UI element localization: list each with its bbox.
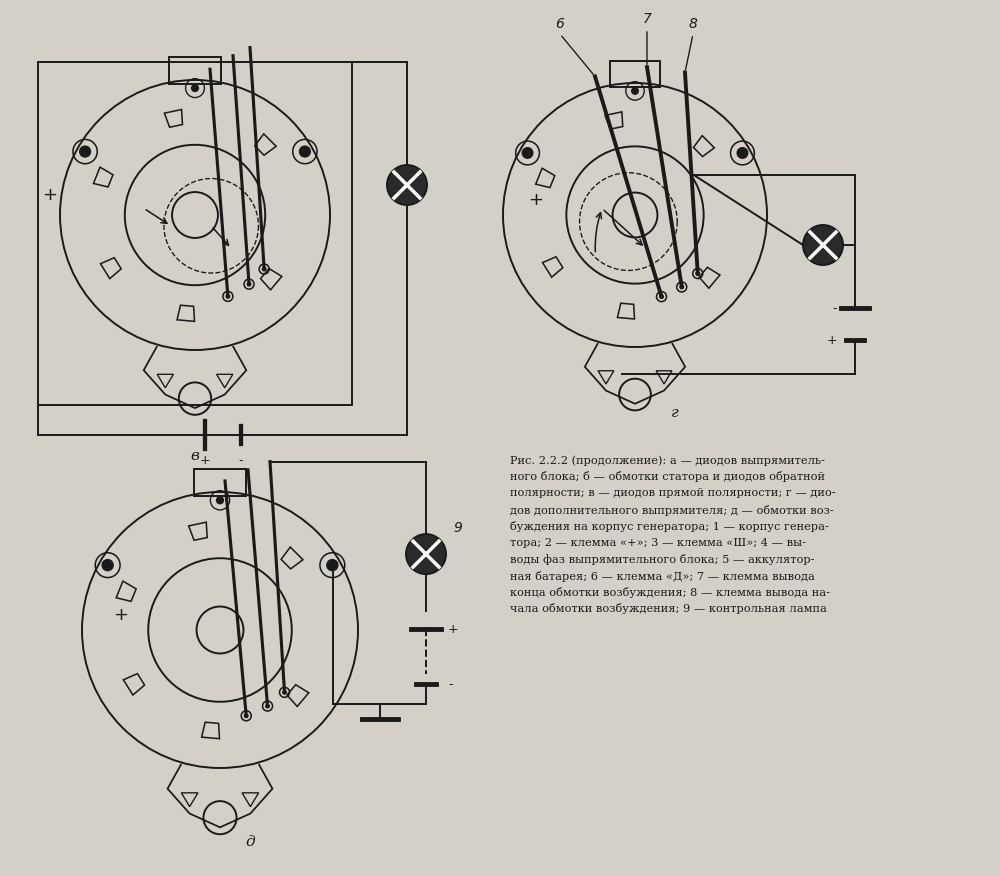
Text: +: +	[528, 191, 544, 209]
Circle shape	[660, 295, 663, 299]
Circle shape	[217, 497, 223, 504]
Circle shape	[327, 560, 338, 570]
Text: 8: 8	[689, 17, 697, 31]
Text: воды фаз выпрямительного блока; 5 — аккулятор-: воды фаз выпрямительного блока; 5 — акку…	[510, 554, 814, 565]
Text: 7: 7	[643, 12, 651, 26]
Text: дов дополнительного выпрямителя; д — обмотки воз-: дов дополнительного выпрямителя; д — обм…	[510, 505, 834, 515]
Text: в: в	[191, 449, 199, 463]
Text: -: -	[448, 678, 452, 690]
Circle shape	[632, 88, 638, 95]
Circle shape	[406, 534, 446, 574]
Text: д: д	[245, 835, 255, 849]
Circle shape	[299, 146, 310, 157]
Circle shape	[387, 165, 427, 205]
Text: ного блока; б — обмотки статора и диодов обратной: ного блока; б — обмотки статора и диодов…	[510, 471, 825, 483]
Circle shape	[522, 148, 533, 159]
Text: +: +	[826, 334, 837, 347]
Circle shape	[737, 148, 748, 159]
Text: ная батарея; 6 — клемма «Д»; 7 — клемма вывода: ная батарея; 6 — клемма «Д»; 7 — клемма …	[510, 570, 815, 582]
Text: -: -	[238, 454, 243, 467]
Text: Рис. 2.2.2 (продолжение): а — диодов выпрямитель-: Рис. 2.2.2 (продолжение): а — диодов вып…	[510, 455, 825, 465]
Text: полярности; в — диодов прямой полярности; г — дио-: полярности; в — диодов прямой полярности…	[510, 488, 836, 498]
Text: +: +	[42, 186, 58, 204]
Circle shape	[283, 690, 286, 694]
Text: буждения на корпус генератора; 1 — корпус генера-: буждения на корпус генератора; 1 — корпу…	[510, 521, 829, 532]
Text: г: г	[671, 406, 679, 420]
Circle shape	[680, 286, 683, 289]
Text: +: +	[113, 606, 128, 624]
Text: 9: 9	[454, 521, 462, 535]
Text: 6: 6	[556, 17, 564, 31]
Circle shape	[80, 146, 91, 157]
Text: конца обмотки возбуждения; 8 — клемма вывода на-: конца обмотки возбуждения; 8 — клемма вы…	[510, 587, 830, 598]
Circle shape	[803, 225, 843, 265]
Circle shape	[696, 272, 700, 275]
Text: чала обмотки возбуждения; 9 — контрольная лампа: чала обмотки возбуждения; 9 — контрольна…	[510, 604, 827, 614]
Circle shape	[226, 294, 230, 298]
Circle shape	[262, 267, 266, 271]
Text: +: +	[448, 623, 459, 636]
Circle shape	[266, 704, 269, 708]
Bar	[38, 62, 352, 405]
Text: тора; 2 — клемма «+»; 3 — клемма «Ш»; 4 — вы-: тора; 2 — клемма «+»; 3 — клемма «Ш»; 4 …	[510, 538, 806, 548]
Circle shape	[247, 282, 251, 286]
Text: +: +	[199, 454, 210, 467]
Text: -: -	[832, 301, 837, 314]
Circle shape	[192, 85, 198, 91]
Circle shape	[244, 714, 248, 717]
Circle shape	[102, 560, 113, 570]
